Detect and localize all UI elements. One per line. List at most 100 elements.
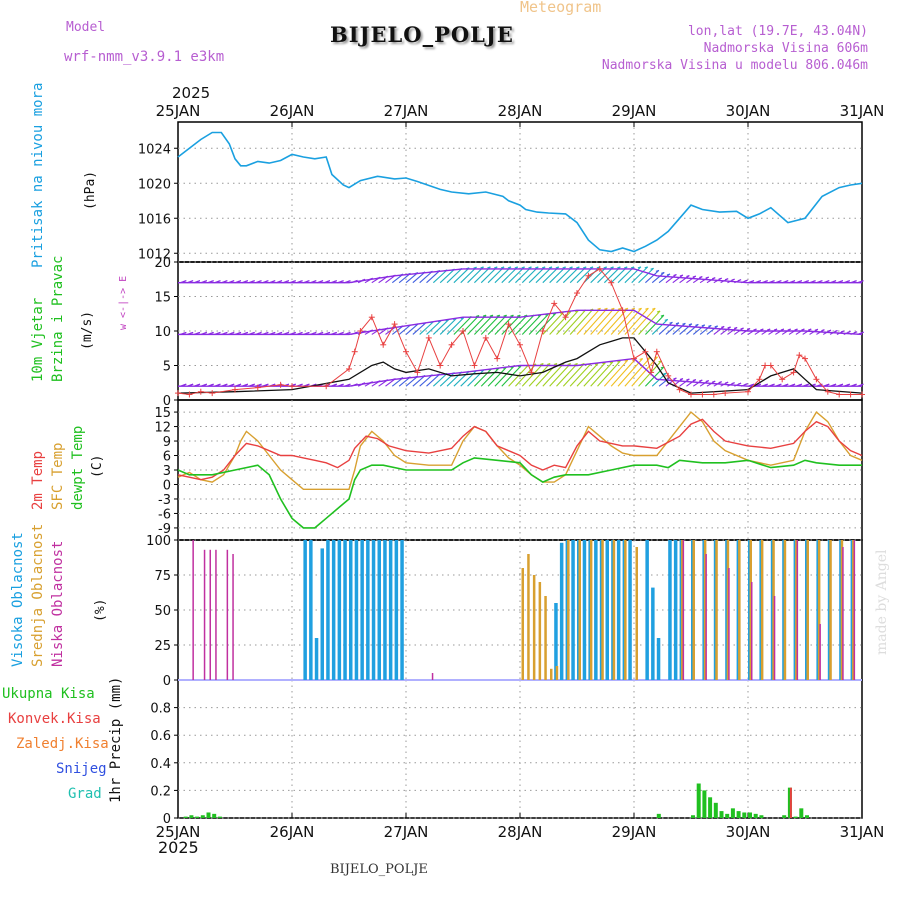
wind-arrow-head [724, 278, 729, 281]
wind-arrow-head [686, 275, 690, 278]
y-tick-label: 0 [163, 674, 171, 689]
wind-arrow [521, 314, 542, 335]
wind-arrow-head [611, 307, 615, 310]
wind-arrow-head [733, 326, 738, 329]
wind-arrow-head [237, 383, 242, 386]
cloud-bar [612, 540, 616, 680]
model-label: Model [66, 20, 106, 35]
wind-arrow-head [773, 328, 778, 331]
wind-arrow-head [210, 280, 214, 283]
wind-arrow-head [574, 362, 578, 366]
cloud-bar [377, 540, 381, 680]
cloud-bar [692, 540, 695, 680]
x-tick-label-bottom: 26JAN [270, 823, 315, 841]
wind-arrow-head [624, 266, 628, 269]
wind-arrow-head [839, 383, 844, 386]
cloud-bar [773, 596, 776, 680]
wind-arrow-head [757, 383, 762, 386]
wind-arrow [487, 366, 507, 387]
cloud-bar [605, 540, 609, 680]
wind-arrow-head [673, 377, 677, 380]
wind-arrow [549, 363, 572, 387]
cloud-bar [705, 554, 707, 680]
cloud-bar [616, 540, 621, 680]
temp-2m-line [177, 418, 863, 481]
wind-arrow [501, 365, 522, 387]
wind-arrow-head [569, 266, 573, 269]
wind-arrow-head [708, 324, 712, 327]
wind-arrow-head [265, 383, 269, 386]
wind-arrow [665, 274, 677, 284]
wind-arrow-head [712, 380, 716, 383]
wind-arrow-head [638, 307, 642, 310]
wind-arrow-head [503, 314, 507, 317]
wind-arrow-head [718, 381, 722, 384]
precip-bar [702, 790, 707, 818]
wind-arrow-head [663, 372, 667, 375]
wind-arrow [521, 363, 544, 387]
wind-arrow-head [805, 280, 809, 283]
wind-arrow-head [553, 362, 558, 366]
wind-arrow-head [576, 266, 580, 269]
wind-arrow [439, 268, 455, 284]
wind-arrow [672, 322, 686, 335]
wind-arrow [419, 321, 434, 335]
wind-arrow-head [701, 324, 705, 327]
wind-arrow-head [306, 280, 310, 283]
wind-arrow-head [258, 383, 262, 386]
y-tick-label: 0 [163, 394, 171, 409]
cloud-bar [681, 540, 684, 680]
wind-arrow-head [217, 331, 221, 334]
year-bottom: 2025 [158, 838, 199, 857]
wind-arrow-head [727, 326, 731, 329]
y-tick-label: 1024 [138, 142, 171, 157]
wind-arrow-head [272, 280, 276, 283]
precip-total-legend: Ukupna Kisa [2, 686, 95, 702]
wind-arrow-head [631, 307, 635, 310]
wind-arrow-head [746, 327, 751, 331]
cloud-bar [215, 549, 217, 680]
wind-arrow-head [210, 383, 214, 386]
wind-arrow-head [567, 362, 571, 366]
cloud-bar [601, 540, 604, 680]
wind-arrow [501, 314, 521, 335]
wind-arrow-head [306, 383, 310, 386]
y-tick-label: 1012 [138, 247, 171, 262]
wind-arrow-head [609, 361, 614, 364]
panel-frame [177, 679, 863, 819]
wind-arrow [569, 363, 592, 387]
precip-hail-legend: Grad [68, 786, 102, 802]
wind-arrow-head [840, 330, 845, 333]
wind-arrow-head [639, 358, 643, 361]
wind-arrow-head [473, 266, 477, 269]
wind-arrow-head [224, 280, 228, 283]
cloud-bar [783, 540, 787, 680]
wind-arrow-head [853, 280, 857, 283]
wind-arrow [412, 322, 427, 335]
wind-arrow-head [258, 280, 262, 283]
cloud-bar [550, 668, 553, 680]
wind-arrow-head [196, 331, 201, 334]
wind-arrow [713, 325, 725, 335]
cloud-bar [538, 582, 542, 680]
cloud-bar [388, 540, 393, 680]
wind-arrow [432, 319, 449, 335]
wind-arrow-head [860, 383, 864, 386]
wind-arrow-head [272, 331, 276, 334]
wind-arrow-head [778, 280, 782, 283]
wind-arrow-head [785, 280, 789, 283]
wind-arrow-head [771, 383, 775, 386]
wind-arrow-head [230, 280, 235, 283]
wind-arrow-head [740, 327, 744, 330]
y-tick-label: 0.8 [150, 702, 171, 717]
wind-arrow-head [292, 280, 296, 283]
wind-arrow [562, 309, 587, 335]
wind-arrow-head [347, 280, 351, 283]
cloud-bar [635, 547, 638, 680]
y-tick-label: 3 [163, 464, 171, 479]
wind-arrow [576, 363, 599, 387]
wind-arrow-head [737, 279, 742, 282]
wind-arrow-head [688, 323, 693, 326]
cloud-bar [337, 540, 342, 680]
wind-arrow [603, 359, 629, 387]
